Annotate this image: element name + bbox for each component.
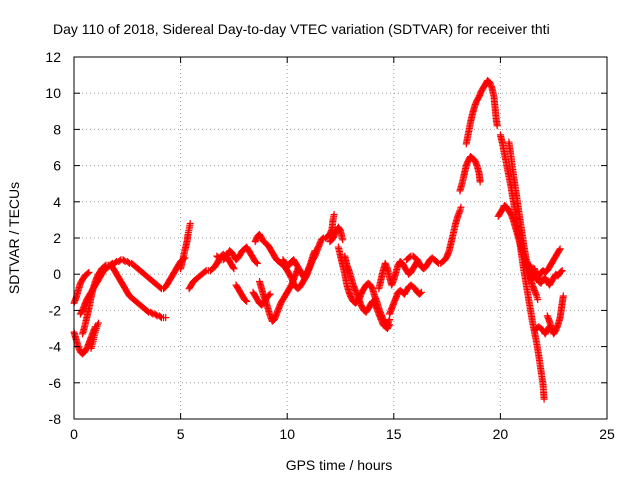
data-point	[229, 264, 237, 272]
data-point	[558, 267, 566, 275]
data-series-h	[213, 243, 261, 267]
data-point	[266, 290, 274, 298]
data-series-z	[531, 265, 566, 289]
data-series-d	[79, 261, 170, 338]
data-series-p	[341, 252, 394, 332]
data-point	[120, 257, 128, 265]
data-series-n	[326, 223, 347, 246]
data-point	[559, 292, 567, 300]
data-series-e	[87, 319, 103, 352]
y-tick-label: 4	[53, 194, 61, 210]
data-series-k	[249, 288, 274, 309]
data-point	[144, 307, 152, 315]
x-tick-label: 15	[386, 426, 402, 442]
data-point	[124, 258, 132, 266]
x-tick-label: 5	[177, 426, 185, 442]
data-point	[457, 203, 465, 211]
data-series-ab	[543, 292, 567, 338]
data-point	[148, 309, 156, 317]
data-series-s	[403, 203, 465, 273]
data-point	[416, 289, 424, 297]
data-point	[152, 311, 160, 319]
data-point	[385, 322, 393, 330]
data-point	[418, 288, 426, 296]
data-point	[556, 245, 564, 253]
data-point	[253, 259, 261, 267]
chart-title: Day 110 of 2018, Sidereal Day-to-day VTE…	[53, 21, 550, 37]
y-tick-label: -2	[49, 302, 62, 318]
y-tick-label: -4	[49, 339, 62, 355]
data-point	[318, 235, 326, 243]
data-point	[339, 236, 347, 244]
y-tick-label: 12	[45, 49, 61, 65]
y-tick-label: 6	[53, 158, 61, 174]
x-tick-label: 0	[70, 426, 78, 442]
data-point	[252, 258, 260, 266]
x-tick-label: 25	[599, 426, 615, 442]
data-series-u	[462, 77, 501, 148]
data-point	[101, 262, 109, 270]
y-tick-label: 10	[45, 85, 61, 101]
data-point	[540, 395, 548, 403]
data-series-a	[70, 268, 93, 307]
data-series-t	[456, 153, 484, 195]
y-tick-label: 2	[53, 230, 61, 246]
data-point	[186, 220, 194, 228]
data-point	[534, 296, 542, 304]
data-point	[386, 321, 394, 329]
data-series-f	[177, 220, 194, 273]
data-point	[493, 122, 501, 130]
y-tick-label: -6	[49, 375, 62, 391]
data-point	[162, 314, 170, 322]
data-point	[95, 319, 103, 327]
data-point	[330, 210, 338, 218]
data-point	[311, 247, 319, 255]
data-point	[230, 265, 238, 273]
data-series	[70, 77, 567, 403]
data-point	[156, 313, 164, 321]
data-series-i	[232, 281, 251, 305]
data-point	[85, 268, 93, 276]
x-axis-label: GPS time / hours	[286, 457, 393, 473]
y-tick-label: 8	[53, 121, 61, 137]
data-point	[476, 178, 484, 186]
data-point	[201, 267, 209, 275]
data-point	[84, 269, 92, 277]
y-axis-label: SDTVAR / TECUs	[6, 182, 22, 294]
data-series-m	[279, 247, 319, 282]
data-point	[243, 297, 251, 305]
data-point	[557, 267, 565, 275]
data-point	[555, 246, 563, 254]
y-tick-label: -8	[49, 411, 62, 427]
data-point	[242, 296, 250, 304]
x-tick-label: 10	[279, 426, 295, 442]
data-series-r	[386, 281, 426, 318]
x-tick-label: 20	[493, 426, 509, 442]
data-point	[265, 291, 273, 299]
axis-ticks: 0 5 10 15 20 25 -8 -6 -4 -2 0 2 4 6 8 10 12	[45, 49, 615, 442]
y-tick-label: 0	[53, 266, 61, 282]
data-point	[112, 258, 120, 266]
data-series-q	[375, 258, 421, 293]
